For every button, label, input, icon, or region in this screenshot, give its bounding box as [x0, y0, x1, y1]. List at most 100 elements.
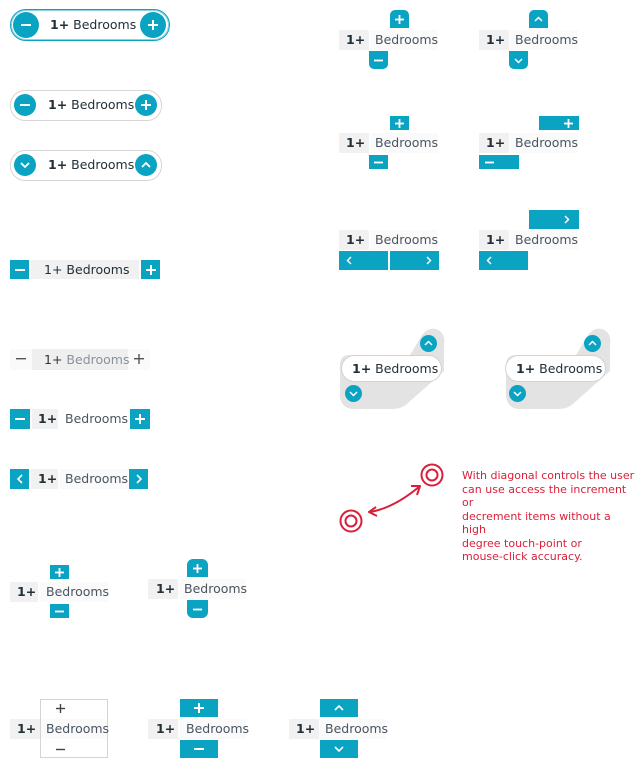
increment-button[interactable] [135, 94, 157, 116]
count-value: 1+ [486, 135, 506, 150]
minus-icon [193, 608, 202, 610]
decrement-button[interactable] [180, 740, 218, 758]
increment-button[interactable] [129, 469, 148, 489]
increment-button[interactable] [130, 350, 148, 368]
value-field [31, 260, 139, 279]
decrement-button[interactable] [14, 154, 36, 176]
increment-button[interactable] [390, 251, 439, 270]
decrement-button[interactable] [187, 600, 208, 618]
label-text: Bedrooms [46, 584, 110, 599]
decrement-button[interactable] [10, 469, 29, 489]
count-field [148, 719, 178, 739]
increment-button[interactable] [140, 12, 166, 38]
minus-icon [15, 418, 25, 420]
label-field [320, 719, 386, 739]
chevron-up-icon [424, 340, 433, 346]
increment-button[interactable] [529, 10, 548, 28]
increment-button[interactable] [390, 116, 409, 130]
pill-stepper [10, 90, 162, 121]
chevron-left-icon [16, 474, 23, 484]
plus-icon [193, 563, 202, 573]
count-field [10, 582, 38, 602]
label-text: Bedrooms [65, 471, 129, 486]
chevron-up-icon [334, 704, 344, 711]
minus-icon [194, 748, 204, 750]
plus-icon [194, 703, 204, 713]
count-field [10, 719, 40, 739]
decrement-button[interactable] [479, 251, 528, 270]
plus-icon [141, 100, 151, 110]
pill-field [505, 355, 606, 382]
label-field [510, 30, 578, 50]
count-value: 1+ [486, 232, 506, 247]
label-text: Bedrooms [184, 581, 248, 596]
count-value: 1+ [486, 32, 506, 47]
decrement-button[interactable] [509, 385, 526, 402]
decrement-button[interactable] [369, 155, 388, 169]
plus-icon [148, 20, 158, 30]
diagonal-annotation-graphic [339, 463, 444, 533]
plus-icon [134, 354, 144, 364]
plus-icon [145, 264, 156, 275]
decrement-button[interactable] [12, 350, 30, 368]
count-value: 1+ [346, 232, 366, 247]
chevron-down-icon [513, 391, 522, 397]
increment-button[interactable] [50, 700, 70, 716]
decrement-button[interactable] [10, 409, 30, 429]
decrement-button[interactable] [479, 155, 519, 169]
label-field [41, 719, 107, 739]
increment-button[interactable] [320, 699, 358, 717]
plus-icon [135, 414, 145, 424]
count-field [479, 230, 509, 250]
decrement-button[interactable] [50, 604, 69, 618]
chevron-down-icon [20, 162, 30, 169]
increment-button[interactable] [539, 116, 579, 130]
count-value: 1+ [296, 721, 316, 736]
decrement-button[interactable] [50, 741, 70, 757]
increment-button[interactable] [420, 335, 437, 352]
annotation-text: With diagonal controls the user can use … [462, 469, 637, 564]
chevron-down-icon [334, 746, 344, 753]
stepper-value: 1+ Bedrooms [50, 17, 137, 32]
annotation-line: degree touch-point or [462, 536, 582, 550]
minus-icon [485, 161, 494, 163]
increment-button[interactable] [180, 699, 218, 717]
decrement-button[interactable] [339, 251, 388, 270]
increment-button[interactable] [390, 10, 409, 28]
decrement-button[interactable] [320, 740, 358, 758]
minus-icon [55, 748, 65, 750]
minus-icon [14, 268, 25, 271]
count-field [289, 719, 319, 739]
increment-button[interactable] [584, 335, 601, 352]
minus-icon [55, 610, 64, 612]
annotation-line: can use access the increment or [462, 482, 627, 510]
decrement-button[interactable] [509, 51, 528, 69]
decrement-button[interactable] [10, 260, 29, 279]
count-field [339, 230, 369, 250]
increment-button[interactable] [529, 210, 579, 229]
increment-button[interactable] [50, 565, 69, 579]
label-field [510, 133, 578, 153]
increment-button[interactable] [135, 154, 157, 176]
label-text: Bedrooms [515, 32, 579, 47]
minus-icon [16, 358, 26, 360]
chevron-right-icon [564, 215, 570, 224]
decrement-button[interactable] [14, 94, 36, 116]
pill-stepper-chevrons [10, 150, 162, 181]
label-field [510, 230, 578, 250]
plus-icon [55, 567, 64, 577]
stepper-value: 1+ Bedrooms [44, 262, 130, 277]
decrement-button[interactable] [13, 12, 39, 38]
stepper-value: 1+ Bedrooms [352, 361, 439, 376]
annotation-line: decrement items without a high [462, 509, 611, 537]
decrement-button[interactable] [345, 385, 362, 402]
count-field [339, 133, 369, 153]
target-icon [420, 463, 444, 487]
minus-icon [20, 104, 30, 106]
increment-button[interactable] [141, 260, 160, 279]
decrement-button[interactable] [369, 51, 388, 69]
label-text: Bedrooms [186, 721, 250, 736]
increment-button[interactable] [130, 409, 150, 429]
minus-icon [21, 24, 31, 26]
increment-button[interactable] [187, 559, 208, 577]
